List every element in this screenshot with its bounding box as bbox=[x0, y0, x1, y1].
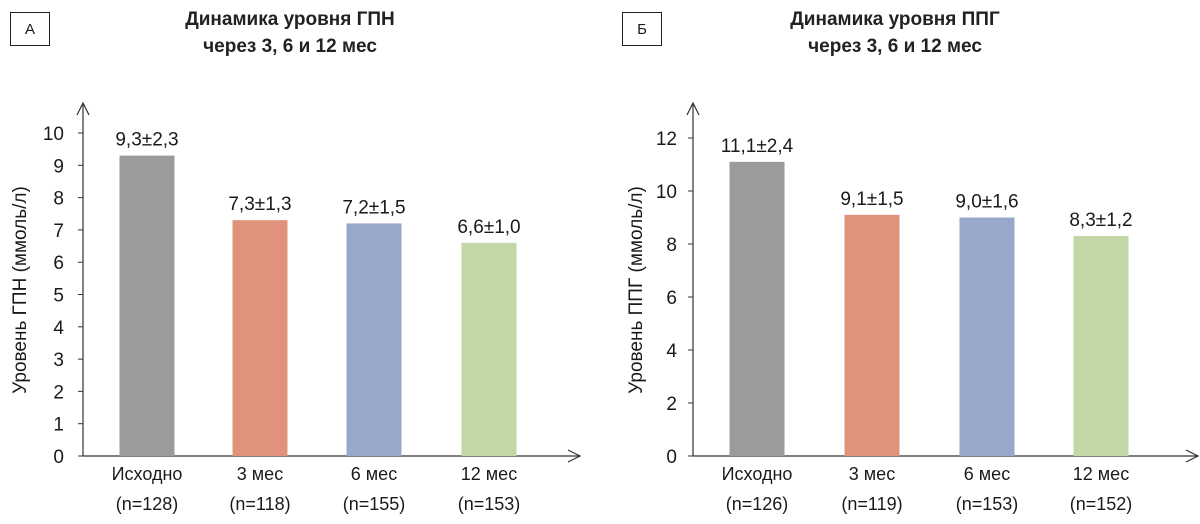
y-tick-label-b: 8 bbox=[666, 235, 677, 256]
bar-a-3 bbox=[346, 223, 402, 456]
y-tick-label-a: 4 bbox=[53, 318, 64, 339]
panel-label-a: А bbox=[10, 12, 50, 46]
bar-b-3 bbox=[959, 217, 1015, 456]
y-tick-label-a: 5 bbox=[53, 286, 64, 307]
y-tick-label-a: 6 bbox=[53, 253, 64, 274]
y-tick-label-a: 7 bbox=[53, 221, 64, 242]
category-label-a-3: 6 мес bbox=[351, 464, 397, 484]
category-label-b-1: Исходно bbox=[722, 464, 793, 484]
value-label-a-3: 7,2±1,5 bbox=[342, 197, 405, 218]
category-label-a-4: 12 мес bbox=[461, 464, 517, 484]
value-label-b-3: 9,0±1,6 bbox=[955, 192, 1018, 213]
y-tick-label-b: 4 bbox=[666, 341, 677, 362]
bar-b-4 bbox=[1073, 236, 1129, 456]
x-axis-arrow-a bbox=[567, 449, 582, 463]
y-tick-label-b: 0 bbox=[666, 447, 677, 468]
value-label-b-2: 9,1±1,5 bbox=[840, 189, 903, 210]
chart-panel-b: Б Динамика уровня ППГ через 3, 6 и 12 ме… bbox=[600, 0, 1200, 524]
bar-a-1 bbox=[119, 155, 175, 457]
value-label-b-1: 11,1±2,4 bbox=[721, 136, 794, 157]
category-n-label-a-4: (n=153) bbox=[458, 494, 521, 514]
category-label-b-3: 6 мес bbox=[964, 464, 1010, 484]
bar-b-2 bbox=[844, 214, 900, 456]
category-label-a-1: Исходно bbox=[112, 464, 183, 484]
chart-title-b-line-2: через 3, 6 и 12 мес bbox=[808, 36, 982, 57]
bar-chart-a: 0 1 2 3 4 5 6 7 8 9 10 Уровень ГПН (ммоль/л) 9,3±2,3… bbox=[10, 101, 582, 514]
bar-a-2 bbox=[232, 220, 288, 456]
category-n-label-a-2: (n=118) bbox=[229, 494, 290, 514]
bar-b-1 bbox=[729, 161, 785, 456]
value-label-a-2: 7,3±1,3 bbox=[228, 194, 291, 215]
category-n-label-a-1: (n=128) bbox=[116, 494, 179, 514]
category-label-b-4: 12 мес bbox=[1073, 464, 1129, 484]
y-axis-arrow-b bbox=[686, 101, 700, 116]
chart-title-a-line-2: через 3, 6 и 12 мес bbox=[203, 36, 377, 57]
y-tick-label-a: 8 bbox=[53, 189, 64, 210]
category-label-a-2: 3 мес bbox=[237, 464, 283, 484]
value-label-a-1: 9,3±2,3 bbox=[115, 130, 178, 151]
y-tick-label-a: 3 bbox=[53, 350, 64, 371]
category-n-label-b-2: (n=119) bbox=[841, 494, 902, 514]
value-label-a-4: 6,6±1,0 bbox=[457, 217, 520, 238]
chart-panel-a: А Динамика уровня ГПН через 3, 6 и 12 ме… bbox=[10, 6, 582, 514]
y-tick-label-a: 9 bbox=[53, 156, 64, 177]
chart-title-b: Динамика уровня ППГ через 3, 6 и 12 мес bbox=[695, 6, 1095, 60]
y-tick-label-b: 6 bbox=[666, 288, 677, 309]
y-tick-label-a: 10 bbox=[43, 124, 64, 145]
category-n-label-b-1: (n=126) bbox=[726, 494, 789, 514]
x-axis-arrow-b bbox=[1185, 449, 1200, 463]
category-label-b-2: 3 мес bbox=[849, 464, 895, 484]
y-tick-label-a: 2 bbox=[53, 382, 64, 403]
y-axis-arrow-a bbox=[76, 101, 90, 116]
y-tick-label-b: 10 bbox=[656, 182, 677, 203]
chart-title-b-line-1: Динамика уровня ППГ bbox=[790, 9, 1000, 30]
y-tick-label-a: 0 bbox=[53, 447, 64, 468]
bar-a-4 bbox=[461, 242, 517, 456]
chart-title-a: Динамика уровня ГПН через 3, 6 и 12 мес bbox=[90, 6, 490, 60]
y-axis-label-b: Уровень ППГ (ммоль/л) bbox=[626, 186, 647, 394]
y-axis-label-a: Уровень ГПН (ммоль/л) bbox=[10, 186, 31, 394]
y-tick-label-a: 1 bbox=[53, 415, 64, 436]
y-tick-label-b: 2 bbox=[666, 394, 677, 415]
category-n-label-b-3: (n=153) bbox=[956, 494, 1019, 514]
y-tick-label-b: 12 bbox=[656, 129, 677, 150]
bar-chart-b: 0 2 4 6 8 10 12 Уровень ППГ (ммоль/л) 11,1±2,4 Ис… bbox=[626, 101, 1200, 514]
chart-title-a-line-1: Динамика уровня ГПН bbox=[185, 9, 395, 30]
panel-label-b: Б bbox=[622, 12, 662, 46]
category-n-label-b-4: (n=152) bbox=[1070, 494, 1133, 514]
category-n-label-a-3: (n=155) bbox=[343, 494, 406, 514]
value-label-b-4: 8,3±1,2 bbox=[1069, 210, 1132, 231]
